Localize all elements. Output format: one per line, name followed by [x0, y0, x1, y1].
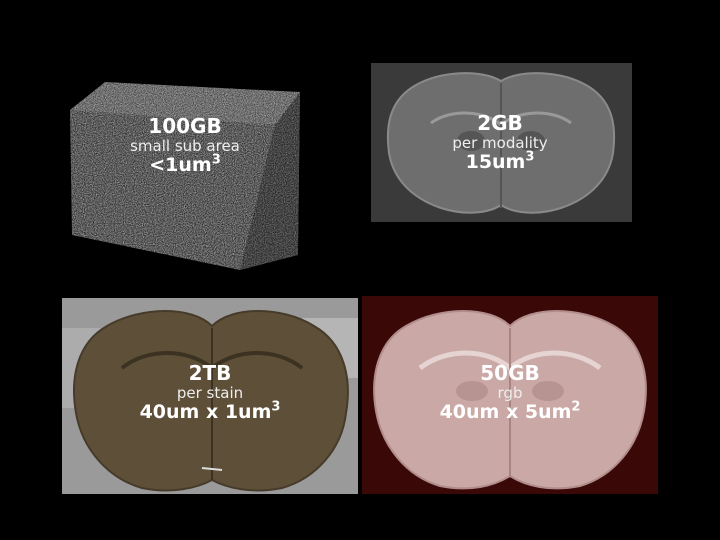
- rgb-brain-image: [362, 296, 658, 494]
- resolution-label: 40um x 5um2: [439, 399, 581, 424]
- modality-label: per stain: [176, 384, 244, 402]
- modality-label: per modality: [452, 134, 548, 152]
- cube-volume-image: [70, 70, 300, 270]
- resolution-label: 15um3: [465, 149, 535, 174]
- data-size-label: 2TB: [188, 361, 232, 385]
- caption-panel-4: 50GB rgb 40um x 5um2: [425, 362, 595, 424]
- data-size-label: 50GB: [480, 361, 540, 385]
- caption-panel-2: 2GB per modality 15um3: [430, 112, 570, 174]
- caption-panel-1: 100GB small sub area <1um3: [110, 115, 260, 177]
- caption-panel-3: 2TB per stain 40um x 1um3: [130, 362, 290, 424]
- modality-label: small sub area: [130, 137, 240, 155]
- data-size-label: 2GB: [477, 111, 523, 135]
- stained-brain-image: [62, 298, 358, 494]
- modality-label: rgb: [497, 384, 523, 402]
- resolution-label: <1um3: [149, 152, 221, 177]
- data-size-label: 100GB: [148, 114, 222, 138]
- resolution-label: 40um x 1um3: [139, 399, 281, 424]
- mri-brain-image: [371, 63, 632, 222]
